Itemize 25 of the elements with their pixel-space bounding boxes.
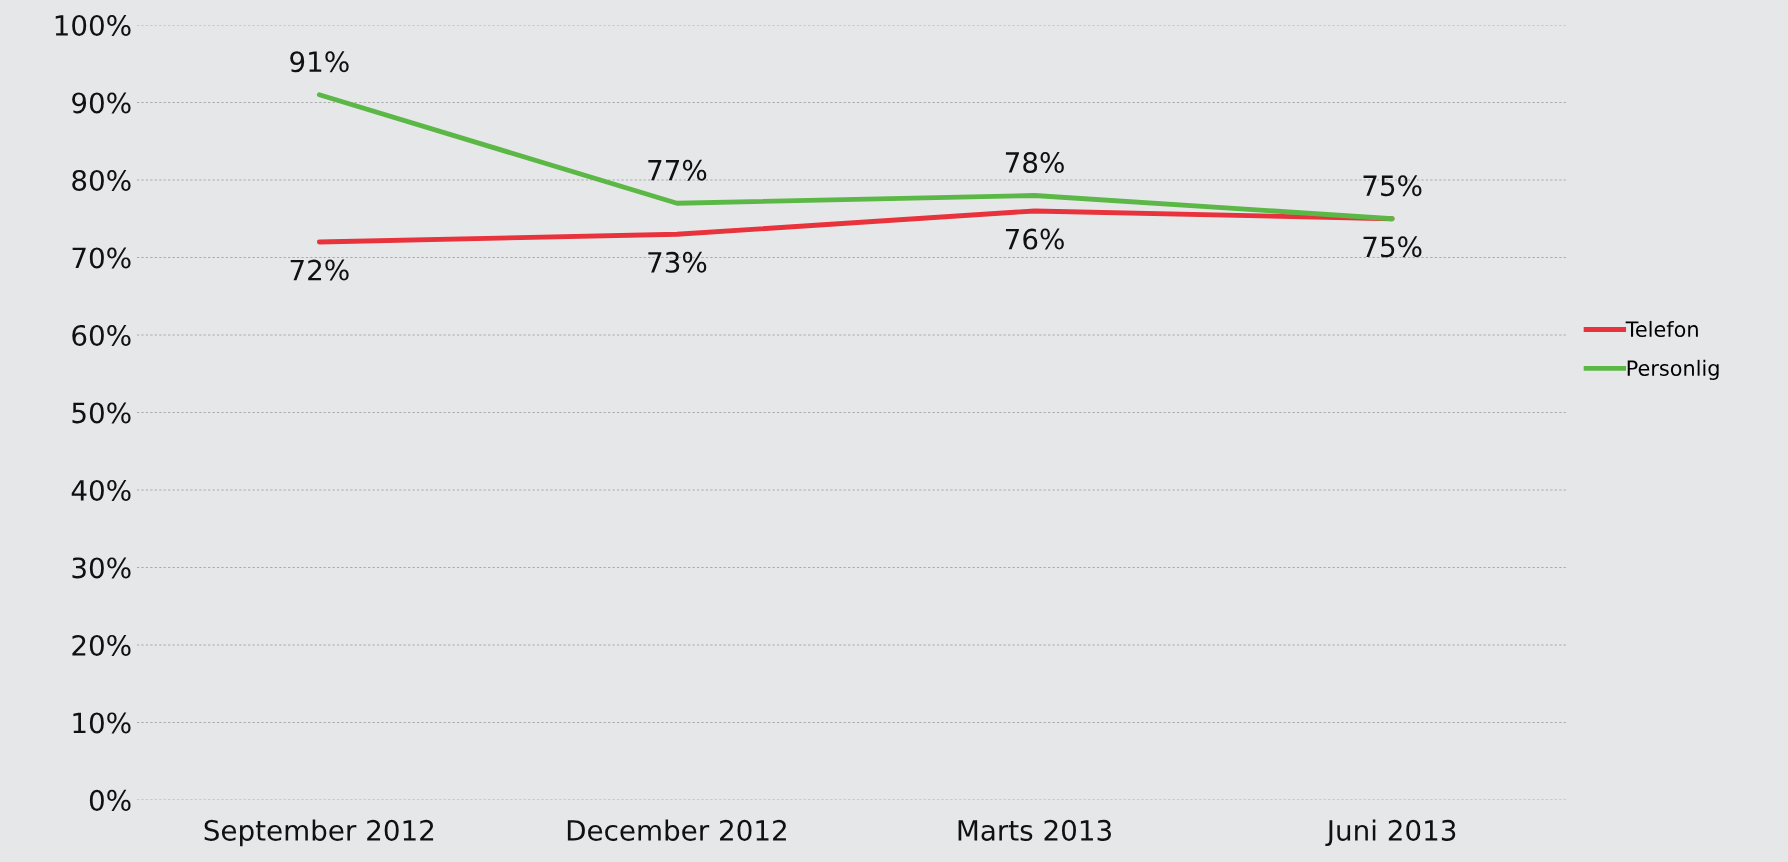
data-label: 78% [1005, 151, 1064, 173]
y-tick-label: 80% [72, 169, 131, 191]
data-label: 73% [648, 251, 707, 273]
y-tick-label: 60% [72, 324, 131, 346]
x-tick-label: Marts 2013 [958, 819, 1111, 841]
y-tick-label: 100% [55, 14, 131, 36]
y-tick-label: 20% [72, 634, 131, 656]
data-label: 91% [290, 51, 349, 73]
x-tick-label: December 2012 [567, 819, 786, 841]
data-label: 75% [1363, 175, 1422, 197]
y-tick-label: 40% [71, 479, 131, 501]
x-tick-label: Juni 2013 [1325, 819, 1456, 847]
legend-label: Telefon [1625, 320, 1698, 338]
y-tick-label: 30% [72, 557, 131, 579]
data-label: 76% [1005, 228, 1064, 250]
data-label: 77% [648, 159, 707, 181]
data-label: 72% [290, 259, 349, 281]
y-tick-label: 70% [72, 247, 131, 269]
y-tick-label: 90% [72, 92, 131, 114]
data-label: 75% [1363, 236, 1422, 258]
y-tick-label: 0% [89, 789, 131, 811]
legend-label: Personlig [1627, 359, 1719, 381]
y-tick-label: 10% [73, 712, 131, 734]
y-tick-label: 50% [72, 402, 131, 424]
x-tick-label: September 2012 [204, 819, 434, 847]
